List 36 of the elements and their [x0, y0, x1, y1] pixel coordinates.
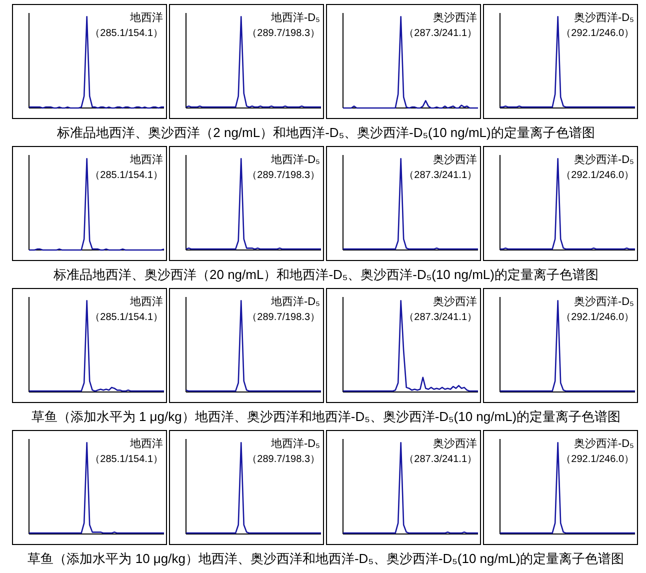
annotation: 地西洋 [130, 295, 163, 309]
annotation: 地西洋-D₅ [270, 295, 320, 309]
annotation: （287.3/241.1） [404, 169, 477, 183]
annotation: （285.1/154.1） [90, 27, 163, 41]
annotation: 地西洋 [130, 11, 163, 25]
annotation: （289.7/198.3） [247, 311, 320, 325]
annotation: 奥沙西洋 [433, 11, 477, 25]
annotation: 地西洋-D₅ [270, 11, 320, 25]
annotation: （292.1/246.0） [561, 169, 634, 183]
annotation: （292.1/246.0） [561, 311, 634, 325]
annotation: （285.1/154.1） [90, 169, 163, 183]
annotation: （289.7/198.3） [247, 27, 320, 41]
text: 草鱼（添加水平为 1 μg/kg）地西洋、奥沙西洋和地西洋-D₅、奥沙西洋-D₅(10 ng/mL)的定量离子色谱图 [30, 408, 622, 426]
annotation: 奥沙西洋-D₅ [574, 437, 634, 451]
annotation: 地西洋-D₅ [270, 153, 320, 167]
annotation: 奥沙西洋 [433, 437, 477, 451]
annotation: （292.1/246.0） [561, 453, 634, 467]
annotation: 奥沙西洋 [433, 153, 477, 167]
text: 标准品地西洋、奥沙西洋（20 ng/mL）和地西洋-D₅、奥沙西洋-D₅(10 ng/mL)的定量离子色谱图 [52, 266, 600, 284]
annotation: （285.1/154.1） [90, 311, 163, 325]
annotation: 奥沙西洋-D₅ [574, 11, 634, 25]
annotation: （287.3/241.1） [404, 27, 477, 41]
annotation: （287.3/241.1） [404, 311, 477, 325]
annotation: 奥沙西洋 [433, 295, 477, 309]
annotation: （289.7/198.3） [247, 453, 320, 467]
annotation: 地西洋 [130, 153, 163, 167]
annotation: 地西洋-D₅ [270, 437, 320, 451]
text: 草鱼（添加水平为 10 μg/kg）地西洋、奥沙西洋和地西洋-D₅、奥沙西洋-D₅(10 ng/mL)的定量离子色谱图 [26, 550, 626, 568]
annotation: （289.7/198.3） [247, 169, 320, 183]
annotation: （287.3/241.1） [404, 453, 477, 467]
annotation: 地西洋 [130, 437, 163, 451]
annotation: 奥沙西洋-D₅ [574, 153, 634, 167]
annotation: （285.1/154.1） [90, 453, 163, 467]
text: 标准品地西洋、奥沙西洋（2 ng/mL）和地西洋-D₅、奥沙西洋-D₅(10 ng/mL)的定量离子色谱图 [56, 124, 596, 142]
annotation: 奥沙西洋-D₅ [574, 295, 634, 309]
annotation: （292.1/246.0） [561, 27, 634, 41]
